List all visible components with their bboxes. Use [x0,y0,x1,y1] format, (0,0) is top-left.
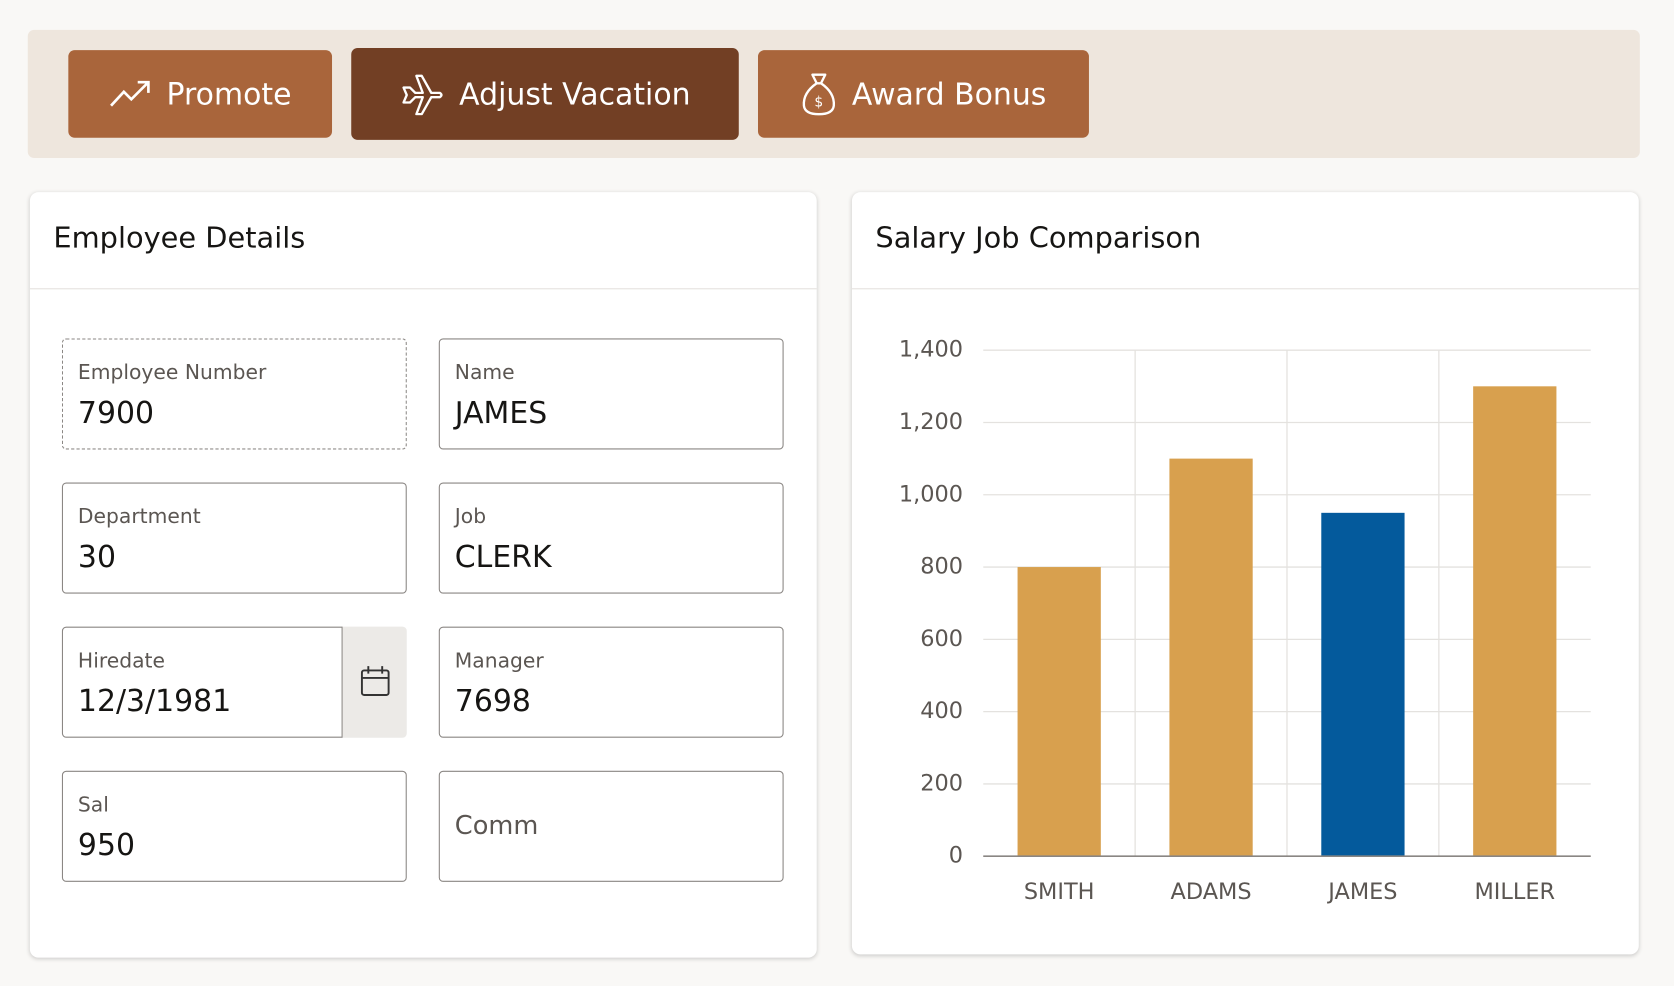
form-field[interactable]: Sal 950 [61,770,407,882]
y-tick-label: 1,000 [899,481,963,507]
field-value: 12/3/1981 [77,683,232,719]
field-value: 7900 [77,395,155,431]
form-field: Employee Number 7900 [61,338,407,450]
bar [1473,386,1557,857]
form-field[interactable]: Comm [438,770,784,882]
x-tick-label: MILLER [1474,879,1555,905]
form-field[interactable]: Department 30 [61,482,407,594]
form-field[interactable]: Name JAMES [438,338,784,450]
x-tick-label: ADAMS [1171,879,1252,905]
plane-icon [402,74,443,116]
button-label: Promote [166,76,292,112]
divider [29,288,817,290]
moneybag-icon: $ [802,73,835,116]
y-tick-label: 0 [949,843,963,869]
panel-title: Employee Details [53,222,306,256]
y-tick-label: 600 [920,626,963,652]
field-value: 30 [77,539,116,575]
field-label: Department [77,504,201,529]
field-value: 7698 [454,683,531,719]
field-label: Sal [77,793,109,817]
y-tick-label: 1,200 [899,409,963,435]
y-tick-label: 1,400 [899,337,963,363]
calendar-icon [360,666,390,696]
award-bonus-button[interactable]: $ Award Bonus [757,50,1089,138]
button-label: Adjust Vacation [459,76,691,112]
field-label: Name [454,360,515,385]
form-field[interactable]: Job CLERK [438,482,784,594]
y-tick-label: 800 [920,554,963,580]
field-label: Comm [454,810,539,841]
svg-text:$: $ [814,95,823,111]
divider [851,288,1639,290]
field-label: Job [454,504,487,529]
form-field[interactable]: Hiredate 12/3/1981 [61,626,343,738]
field-value: CLERK [454,539,552,575]
field-value: 950 [77,827,136,863]
promote-button[interactable]: Promote [68,50,333,138]
bar [1321,512,1405,857]
field-label: Employee Number [77,360,267,385]
x-tick-label: SMITH [1024,879,1095,905]
bar [1169,458,1253,857]
promote-icon [110,80,150,107]
adjust-vacation-button[interactable]: Adjust Vacation [351,48,739,140]
chart-title: Salary Job Comparison [875,222,1202,256]
y-tick-label: 400 [920,698,963,724]
field-label: Hiredate [77,649,165,673]
field-value: JAMES [454,395,548,431]
y-tick-label: 200 [920,770,963,796]
bar [1017,567,1101,857]
employee-panel: Employee Details Employee Number 7900 Name… [29,192,817,958]
button-label: Award Bonus [851,76,1047,112]
calendar-button[interactable] [341,626,407,738]
field-label: Manager [454,649,544,673]
x-tick-label: JAMES [1326,879,1397,905]
form-field[interactable]: Manager 7698 [438,626,784,738]
